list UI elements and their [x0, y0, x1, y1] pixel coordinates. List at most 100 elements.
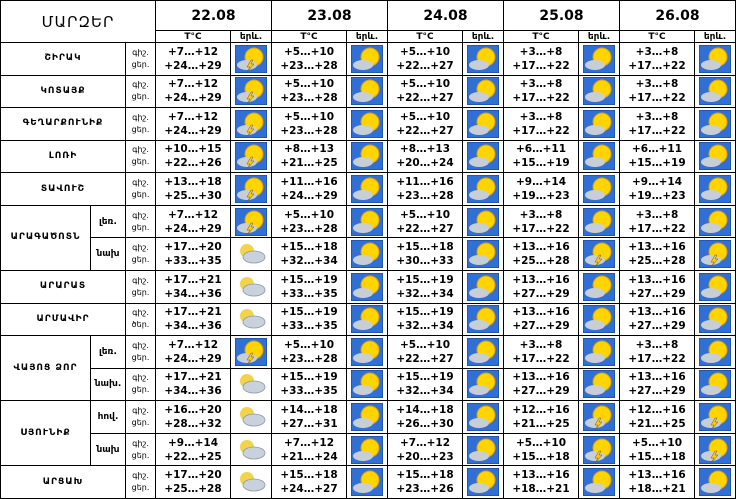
weather-icon — [351, 175, 383, 204]
periods: գիշ. ցեր. — [126, 238, 156, 271]
region-name: ԱՐՄԱՎԻՐ — [1, 303, 126, 337]
temp-range: +32…+34 — [396, 385, 454, 398]
icon-cell — [231, 466, 272, 499]
temperature: +5…+10 +15…+18 — [620, 433, 695, 467]
icon-cell — [347, 43, 388, 76]
icon-cell — [231, 75, 272, 109]
temperature: +14…+18 +26…+30 — [388, 401, 463, 434]
temp-range: +24…+29 — [164, 92, 222, 105]
weather-icon — [699, 240, 731, 269]
icon-cell — [579, 466, 620, 499]
temperature: +5…+10 +15…+18 — [504, 433, 579, 467]
weather-icon — [583, 77, 615, 106]
icon-cell — [347, 108, 388, 141]
period: գիշ. — [132, 145, 149, 155]
temperature: +9…+14 +22…+25 — [156, 433, 231, 467]
weather-icon — [583, 109, 615, 138]
region-name: ԱՐԱՐԱՏ — [1, 271, 126, 304]
weather-icon — [699, 305, 731, 334]
temp-range: +15…+18 — [628, 450, 686, 463]
weather-icon — [583, 44, 615, 73]
temp-range: +17…+22 — [512, 59, 570, 72]
period: գիշ. — [132, 47, 149, 57]
temp-header: T°C — [504, 31, 579, 43]
region-name-text: ՇԻՐԱԿ — [44, 53, 82, 64]
icon-cell — [695, 205, 736, 239]
temp-range: +22…+27 — [396, 222, 454, 235]
region-name-text: ՍՅՈՒՆԻՔ — [20, 427, 71, 438]
temp-range: +18…+21 — [512, 483, 570, 496]
temp-range: +11…+16 — [396, 176, 454, 189]
icon-cell — [463, 303, 504, 337]
temperature: +5…+10 +22…+27 — [388, 108, 463, 141]
temperature: +5…+10 +23…+28 — [272, 336, 347, 369]
temperature: +16…+20 +28…+32 — [156, 401, 231, 434]
period: գիշ. — [132, 275, 149, 285]
icon-cell — [231, 336, 272, 369]
date: 23.08 — [307, 7, 352, 24]
zone-label: նախ — [91, 238, 126, 271]
region-name-text: ԱՐԱԳԱԾՈՏՆ — [10, 232, 81, 243]
temperature: +11…+16 +23…+28 — [388, 173, 463, 206]
temp-range: +34…+36 — [164, 287, 222, 300]
icon-cell — [231, 43, 272, 76]
region-header: ՄԱՐԶԵՐ — [1, 1, 156, 43]
period: գիշ. — [132, 373, 149, 383]
periods: գիշ. ցեր. — [126, 108, 156, 141]
temp-range: +23…+28 — [396, 190, 454, 203]
period: ցեր. — [131, 483, 150, 493]
temp-range: +7…+12 — [283, 436, 334, 449]
temp-range: +22…+27 — [396, 124, 454, 137]
weather-icon — [240, 472, 266, 492]
weather-icon — [235, 142, 267, 171]
period: ցեր. — [131, 190, 150, 200]
temp-range: +17…+22 — [512, 222, 570, 235]
temp-range: +17…+22 — [512, 124, 570, 137]
zone-label-text: հով. — [97, 412, 119, 423]
period: գիշ. — [132, 112, 149, 122]
icon-header: երև. — [463, 31, 504, 43]
weather-icon — [351, 77, 383, 106]
icon-cell — [695, 466, 736, 499]
temperature: +5…+10 +22…+27 — [388, 75, 463, 109]
temp-range: +13…+16 — [512, 306, 570, 319]
temp-range: +17…+21 — [164, 306, 222, 319]
icon-cell — [231, 140, 272, 174]
weather-icon — [235, 77, 267, 106]
temp-range: +20…+24 — [396, 157, 454, 170]
icon-cell — [347, 271, 388, 304]
temp-header: T°C — [156, 31, 231, 43]
temperature: +5…+10 +23…+28 — [272, 75, 347, 109]
period: գիշ. — [132, 340, 149, 350]
temperature: +9…+14 +19…+23 — [504, 173, 579, 206]
icon-cell — [463, 205, 504, 239]
temp-range: +5…+10 — [515, 436, 566, 449]
temperature: +12…+16 +21…+25 — [620, 401, 695, 434]
temp-label: T°C — [416, 31, 434, 42]
icon-cell — [695, 433, 736, 467]
date-header: 24.08 — [388, 1, 504, 31]
temp-range: +13…+16 — [628, 371, 686, 384]
temp-range: +15…+18 — [512, 450, 570, 463]
weather-icon — [467, 305, 499, 334]
temp-range: +17…+22 — [628, 59, 686, 72]
period: ցեր. — [131, 92, 150, 102]
icon-cell — [347, 205, 388, 239]
temp-range: +21…+24 — [280, 450, 338, 463]
weather-icon — [240, 439, 266, 460]
periods: գիշ. ցեր. — [126, 173, 156, 206]
icon-cell — [463, 401, 504, 434]
temp-label: T°C — [532, 31, 550, 42]
icon-cell — [231, 108, 272, 141]
temp-range: +23…+28 — [280, 222, 338, 235]
periods: գիշ. ցեր. — [126, 368, 156, 402]
temp-range: +7…+12 — [167, 110, 218, 123]
period: ցեր. — [131, 385, 150, 395]
region-name-text: ՎԱՅՈՑ ՁՈՐ — [13, 362, 78, 373]
weather-icon — [240, 309, 266, 329]
zone-label: լեռ. — [91, 205, 126, 239]
weather-icon — [583, 403, 615, 432]
temperature: +7…+12 +20…+23 — [388, 433, 463, 467]
temp-range: +15…+18 — [280, 469, 338, 482]
temperature: +5…+10 +22…+27 — [388, 205, 463, 239]
